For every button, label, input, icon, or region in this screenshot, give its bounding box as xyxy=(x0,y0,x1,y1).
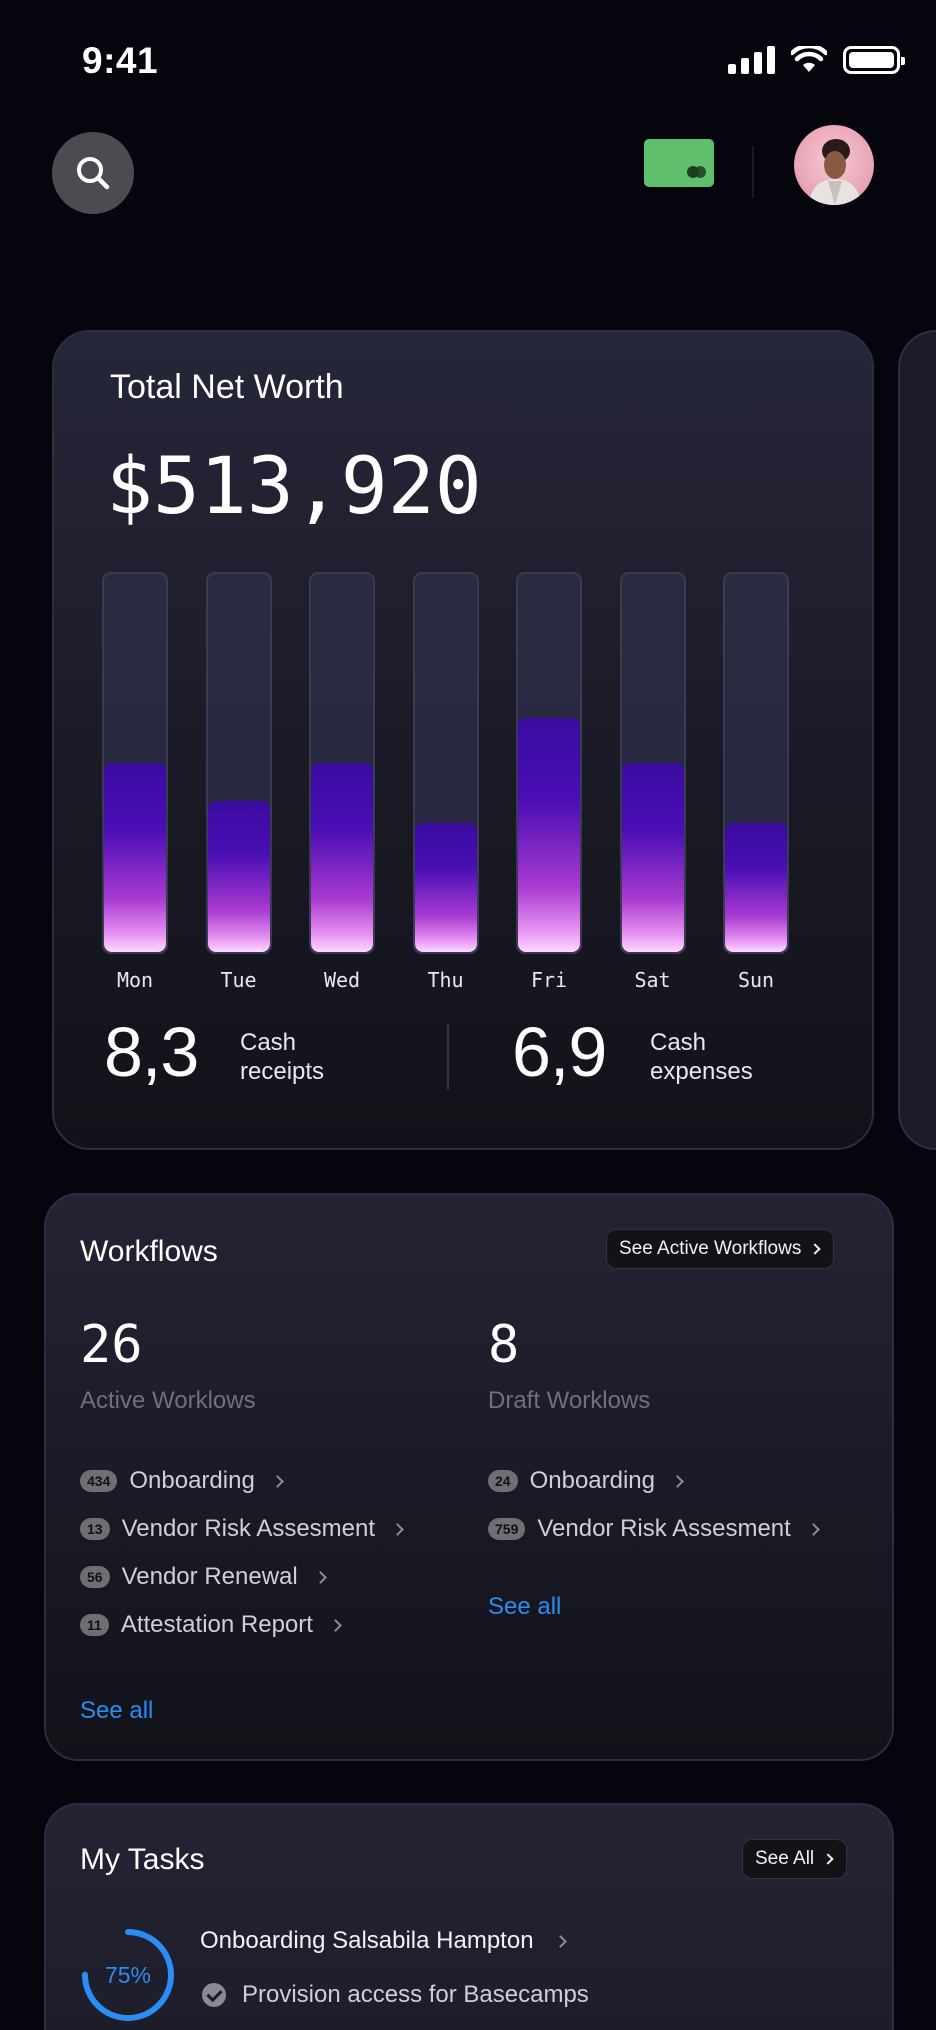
count-badge: 24 xyxy=(488,1470,518,1492)
wifi-icon xyxy=(791,46,827,72)
bar-mon[interactable] xyxy=(102,572,168,954)
search-button[interactable] xyxy=(52,132,134,214)
active-workflows-count: 26 xyxy=(80,1315,143,1375)
subtask-item[interactable]: Provision access for Basecamps xyxy=(202,1981,589,2009)
bar-label-thu: Thu xyxy=(427,968,464,992)
count-badge: 13 xyxy=(80,1518,110,1540)
count-badge: 56 xyxy=(80,1566,110,1588)
chevron-right-icon xyxy=(806,1522,820,1536)
active-workflow-item-onboarding[interactable]: 434 Onboarding xyxy=(80,1457,402,1505)
draft-workflow-item-onboarding[interactable]: 24 Onboarding xyxy=(488,1457,818,1505)
chevron-right-icon xyxy=(270,1474,284,1488)
bar-sun[interactable] xyxy=(723,572,789,954)
active-workflows-label: Active Worklows xyxy=(80,1387,256,1414)
net-worth-title: Total Net Worth xyxy=(110,368,344,406)
bar-tue[interactable] xyxy=(205,572,272,954)
chevron-right-icon xyxy=(553,1934,567,1948)
subtask-label: Provision access for Basecamps xyxy=(242,1981,589,2008)
workflow-item-label: Onboarding xyxy=(529,1467,656,1494)
bar-fill-wed xyxy=(311,763,373,952)
draft-workflows-see-all-link[interactable]: See all xyxy=(488,1593,562,1620)
next-card-peek[interactable] xyxy=(898,330,936,1150)
task-progress-ring xyxy=(82,1929,174,2021)
chevron-right-icon xyxy=(391,1522,404,1536)
task-item-title[interactable]: Onboarding Salsabila Hampton xyxy=(200,1927,567,1955)
bar-fill-sat xyxy=(621,763,684,952)
header-divider xyxy=(752,146,754,198)
count-badge: 11 xyxy=(80,1614,109,1636)
chevron-right-icon xyxy=(329,1618,342,1632)
task-title-text: Onboarding Salsabila Hampton xyxy=(200,1927,534,1954)
my-tasks-card: My Tasks See All 75% Onboarding Salsabil… xyxy=(44,1803,894,2030)
cash-expenses-label-line1: Cash xyxy=(650,1029,707,1056)
bar-label-tue: Tue xyxy=(220,968,257,992)
bar-fill-sun xyxy=(725,823,787,952)
draft-workflows-list: 24 Onboarding 759 Vendor Risk Assesment xyxy=(488,1457,820,1553)
see-all-tasks-label: See All xyxy=(755,1848,815,1869)
see-all-tasks-button[interactable]: See All xyxy=(742,1839,848,1879)
active-workflow-item-vendor-risk[interactable]: 13 Vendor Risk Assesment xyxy=(80,1505,404,1553)
bar-fill-tue xyxy=(207,800,270,952)
check-circle-icon xyxy=(202,1983,226,2007)
search-icon xyxy=(77,157,110,190)
count-badge: 434 xyxy=(80,1470,118,1492)
cash-receipts-label: Cash receipts xyxy=(240,1028,324,1086)
chevron-right-icon xyxy=(313,1570,327,1584)
battery-icon xyxy=(843,46,905,74)
chevron-right-icon xyxy=(809,1243,821,1255)
status-time: 9:41 xyxy=(82,40,159,81)
workflows-card: Workflows See Active Workflows 26 Active… xyxy=(44,1193,894,1761)
status-bar: 9:41 xyxy=(0,0,936,110)
bar-fri[interactable] xyxy=(516,572,582,954)
task-progress-label: 75% xyxy=(104,1961,152,1988)
active-workflows-list: 434 Onboarding 13 Vendor Risk Assesment … xyxy=(80,1457,404,1649)
cash-expenses-label: Cash expenses xyxy=(650,1028,753,1086)
net-worth-card[interactable]: Total Net Worth $513,920 Mon Tue Wed Thu Fri… xyxy=(52,330,874,1150)
bar-label-fri: Fri xyxy=(530,968,568,992)
bar-label-mon: Mon xyxy=(116,968,154,992)
credit-card-icon[interactable] xyxy=(644,139,714,187)
cash-receipts-label-line2: receipts xyxy=(240,1058,325,1085)
status-icons xyxy=(728,46,905,74)
bar-fill-thu xyxy=(414,823,477,952)
workflow-item-label: Vendor Renewal xyxy=(121,1563,298,1590)
net-worth-value: $513,920 xyxy=(106,442,482,532)
workflow-item-label: Vendor Risk Assesment xyxy=(121,1515,376,1542)
stats-divider xyxy=(447,1024,449,1090)
see-active-workflows-label: See Active Workflows xyxy=(619,1238,802,1259)
bar-fill-mon xyxy=(104,763,166,952)
bar-label-sun: Sun xyxy=(737,968,775,992)
count-badge: 759 xyxy=(488,1518,526,1540)
cash-expenses-label-line2: expenses xyxy=(650,1058,753,1085)
active-workflows-see-all-link[interactable]: See all xyxy=(80,1697,154,1724)
bar-thu[interactable] xyxy=(412,572,479,954)
see-active-workflows-button[interactable]: See Active Workflows xyxy=(606,1229,835,1269)
bar-label-wed: Wed xyxy=(323,968,361,992)
bar-wed[interactable] xyxy=(309,572,375,954)
bar-fill-fri xyxy=(518,717,580,952)
chevron-right-icon xyxy=(671,1474,684,1488)
active-workflow-item-vendor-renewal[interactable]: 56 Vendor Renewal xyxy=(80,1553,402,1601)
draft-workflow-item-vendor-risk[interactable]: 759 Vendor Risk Assesment xyxy=(488,1505,820,1553)
signal-icon xyxy=(728,46,775,74)
active-workflow-item-attestation[interactable]: 11 Attestation Report xyxy=(80,1601,402,1649)
bar-sat[interactable] xyxy=(619,572,686,954)
workflows-title: Workflows xyxy=(80,1235,218,1268)
cash-expenses-value: 6,9 xyxy=(512,1013,607,1091)
workflow-item-label: Attestation Report xyxy=(120,1611,313,1638)
chevron-right-icon xyxy=(822,1853,834,1865)
workflow-item-label: Onboarding xyxy=(129,1467,255,1494)
user-avatar[interactable] xyxy=(794,125,874,205)
weekly-bar-chart: Mon Tue Wed Thu Fri Sat Sun xyxy=(54,572,876,1012)
cash-receipts-value: 8,3 xyxy=(104,1013,199,1091)
bar-label-sat: Sat xyxy=(634,968,671,992)
my-tasks-title: My Tasks xyxy=(80,1843,205,1876)
draft-workflows-count: 8 xyxy=(488,1315,520,1375)
workflow-item-label: Vendor Risk Assesment xyxy=(537,1515,791,1542)
draft-workflows-label: Draft Worklows xyxy=(488,1387,651,1414)
cash-receipts-label-line1: Cash xyxy=(240,1029,297,1056)
avatar-illustration xyxy=(808,139,862,205)
